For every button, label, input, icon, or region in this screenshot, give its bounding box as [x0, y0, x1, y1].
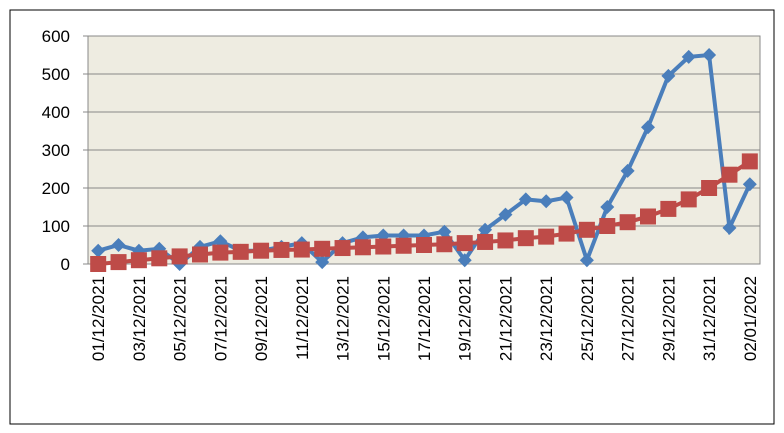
x-tick-label: 15/12/2021	[374, 276, 393, 361]
y-tick-label: 0	[61, 255, 70, 274]
x-tick-label: 02/01/2022	[741, 276, 760, 361]
x-tick-label: 09/12/2021	[252, 276, 271, 361]
marker	[436, 236, 453, 253]
marker	[90, 256, 107, 272]
marker	[273, 241, 290, 258]
x-tick-label: 01/12/2021	[89, 276, 108, 361]
marker	[517, 230, 534, 247]
x-tick-label: 03/12/2021	[130, 276, 149, 361]
marker	[497, 232, 514, 249]
marker	[640, 208, 656, 225]
marker	[518, 192, 533, 207]
marker	[478, 222, 493, 237]
marker	[354, 239, 371, 256]
marker	[559, 190, 574, 205]
marker	[416, 237, 432, 253]
marker	[558, 225, 575, 242]
marker	[456, 235, 473, 252]
marker	[437, 224, 452, 239]
marker	[599, 218, 616, 234]
x-tick-label: 11/12/2021	[293, 276, 312, 360]
marker	[110, 254, 127, 271]
marker	[579, 253, 594, 268]
y-tick-label: 100	[42, 217, 70, 236]
marker	[619, 214, 636, 231]
marker	[578, 221, 595, 238]
marker	[498, 207, 513, 222]
marker	[334, 240, 351, 257]
x-tick-label: 29/12/2021	[659, 276, 678, 361]
x-tick-label: 05/12/2021	[171, 276, 190, 361]
marker	[538, 228, 555, 245]
marker	[151, 250, 168, 267]
marker	[701, 180, 718, 196]
marker	[395, 237, 412, 254]
marker	[477, 233, 494, 250]
marker	[742, 177, 757, 192]
marker	[232, 243, 249, 260]
marker	[375, 238, 392, 255]
x-tick-label: 25/12/2021	[578, 276, 597, 361]
marker	[641, 120, 655, 135]
marker	[539, 194, 554, 209]
marker	[681, 49, 696, 64]
marker	[253, 242, 270, 259]
marker	[91, 243, 106, 258]
marker	[721, 166, 738, 183]
marker	[620, 163, 635, 178]
x-tick-label: 31/12/2021	[700, 276, 719, 361]
x-tick-label: 19/12/2021	[456, 276, 475, 361]
marker	[457, 253, 472, 268]
marker	[314, 240, 331, 257]
marker	[131, 243, 146, 258]
x-tick-label: 27/12/2021	[619, 276, 638, 361]
x-tick-label: 21/12/2021	[496, 276, 515, 361]
marker	[741, 153, 758, 170]
marker	[660, 200, 677, 217]
marker	[293, 241, 310, 258]
marker	[722, 220, 737, 235]
y-tick-label: 300	[42, 141, 70, 160]
y-tick-label: 500	[42, 65, 70, 84]
y-tick-label: 200	[42, 179, 70, 198]
y-tick-label: 400	[42, 103, 70, 122]
marker	[212, 244, 229, 261]
marker	[315, 255, 330, 270]
x-tick-label: 07/12/2021	[211, 276, 230, 361]
x-tick-label: 13/12/2021	[334, 276, 353, 361]
y-tick-label: 600	[42, 27, 70, 46]
marker	[702, 48, 717, 62]
x-tick-label: 17/12/2021	[415, 276, 434, 361]
marker	[661, 68, 676, 83]
marker	[600, 200, 615, 214]
marker	[130, 252, 147, 269]
marker	[680, 191, 697, 208]
x-tick-label: 23/12/2021	[537, 276, 556, 361]
marker	[192, 246, 208, 263]
marker	[111, 238, 126, 252]
marker	[171, 248, 188, 265]
